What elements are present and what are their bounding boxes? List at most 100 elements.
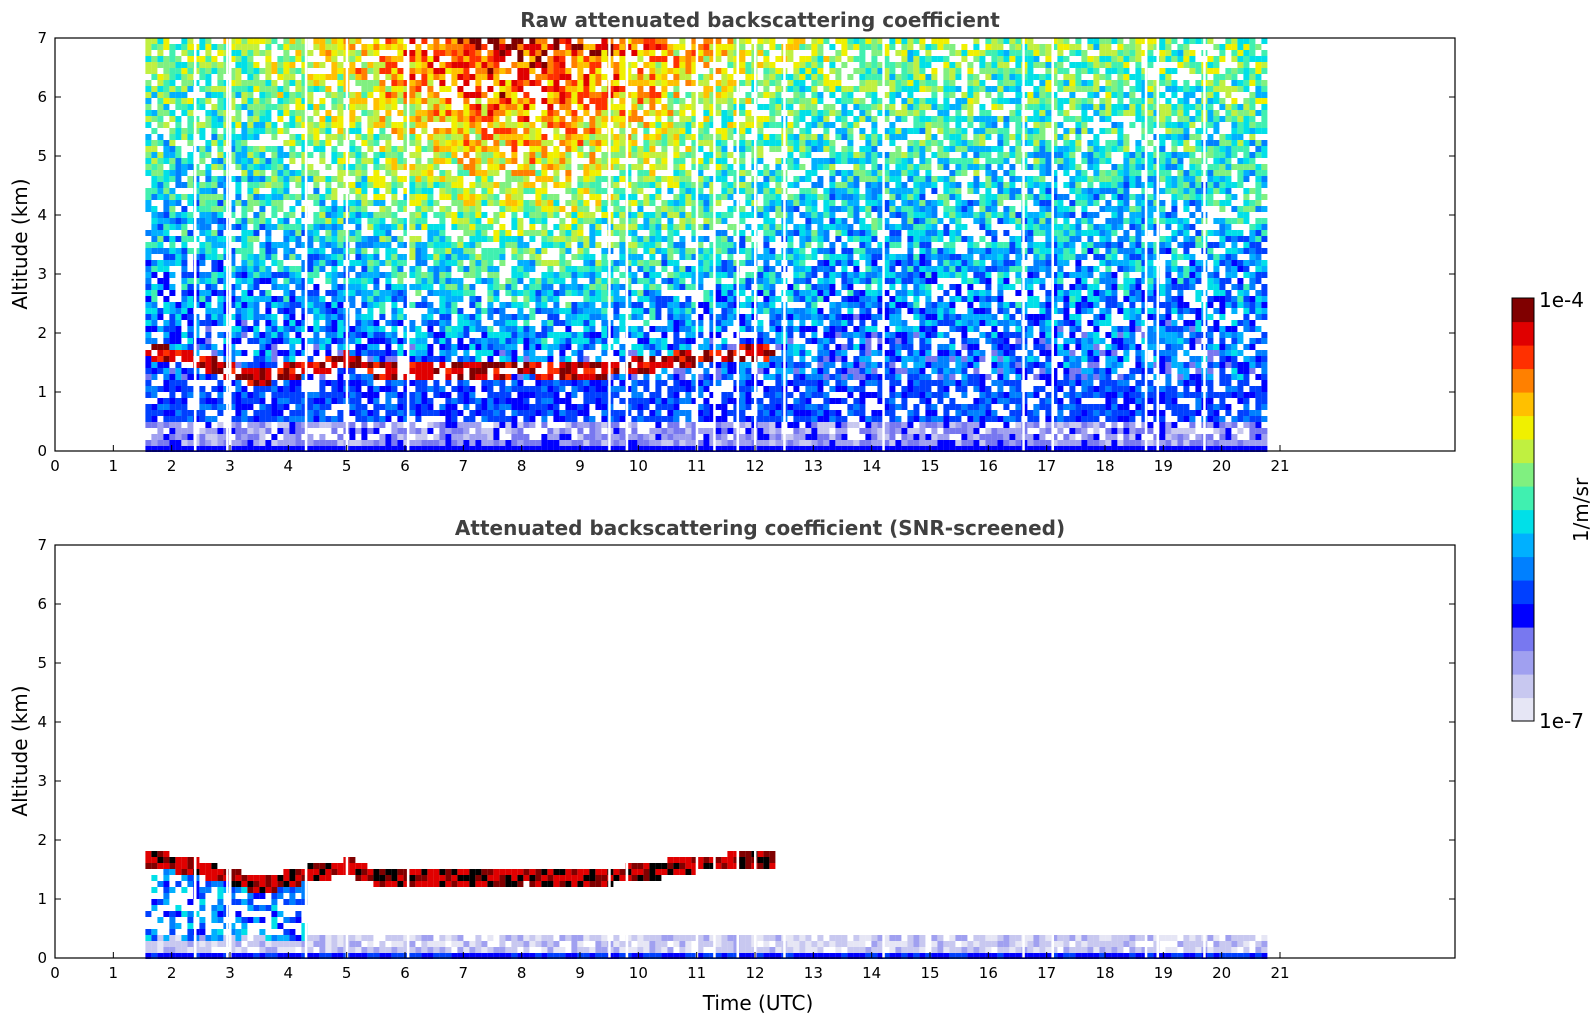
heatmap-cell <box>151 236 158 242</box>
heatmap-cell <box>451 44 458 50</box>
heatmap-cell <box>379 98 386 104</box>
heatmap-cell <box>415 86 422 92</box>
heatmap-cell <box>211 116 218 122</box>
heatmap-cell <box>163 86 170 92</box>
heatmap-cell <box>391 440 398 446</box>
heatmap-cell <box>229 38 236 44</box>
heatmap-cell <box>397 122 404 128</box>
heatmap-cell <box>397 98 404 104</box>
heatmap-cell <box>469 254 476 260</box>
heatmap-cell <box>277 326 284 332</box>
heatmap-cell <box>445 392 452 398</box>
heatmap-cell <box>277 44 284 50</box>
heatmap-cell <box>385 152 392 158</box>
heatmap-cell <box>535 404 542 410</box>
heatmap-cell <box>553 80 560 86</box>
heatmap-cell <box>529 284 536 290</box>
heatmap-cell <box>445 374 452 380</box>
heatmap-cell <box>523 440 530 446</box>
heatmap-cell <box>157 38 164 44</box>
heatmap-cell <box>565 74 572 80</box>
heatmap-cell <box>259 296 266 302</box>
heatmap-cell <box>547 206 554 212</box>
heatmap-cell <box>211 290 218 296</box>
heatmap-cell <box>457 206 464 212</box>
heatmap-cell <box>619 104 626 110</box>
heatmap-cell <box>613 242 620 248</box>
heatmap-cell <box>439 314 446 320</box>
heatmap-cell <box>349 284 356 290</box>
heatmap-cell <box>361 188 368 194</box>
heatmap-cell <box>439 140 446 146</box>
heatmap-cell <box>301 146 308 152</box>
heatmap-cell <box>595 62 602 68</box>
heatmap-cell <box>169 158 176 164</box>
heatmap-cell <box>673 98 680 104</box>
heatmap-cell <box>511 416 518 422</box>
heatmap-cell <box>283 44 290 50</box>
heatmap-cell <box>217 224 224 230</box>
heatmap-cell <box>505 446 512 452</box>
heatmap-cell <box>373 116 380 122</box>
heatmap-cell <box>217 446 224 452</box>
heatmap-cell <box>577 140 584 146</box>
heatmap-cell <box>217 50 224 56</box>
heatmap-cell <box>619 122 626 128</box>
heatmap-cell <box>535 188 542 194</box>
heatmap-cell <box>673 170 680 176</box>
heatmap-cell <box>649 266 656 272</box>
heatmap-cell <box>451 248 458 254</box>
heatmap-cell <box>241 428 248 434</box>
heatmap-cell <box>679 62 686 68</box>
heatmap-cell <box>619 440 626 446</box>
heatmap-cell <box>691 302 698 308</box>
heatmap-cell <box>295 416 302 422</box>
heatmap-cell <box>445 188 452 194</box>
heatmap-cell <box>685 416 692 422</box>
heatmap-cell <box>673 344 680 350</box>
heatmap-cell <box>307 98 314 104</box>
heatmap-cell <box>589 314 596 320</box>
heatmap-cell <box>691 68 698 74</box>
heatmap-cell <box>373 194 380 200</box>
heatmap-cell <box>427 308 434 314</box>
heatmap-cell <box>361 392 368 398</box>
heatmap-cell <box>685 134 692 140</box>
heatmap-cell <box>169 440 176 446</box>
heatmap-cell <box>613 224 620 230</box>
heatmap-cell <box>277 224 284 230</box>
heatmap-cell <box>169 218 176 224</box>
heatmap-cell <box>685 200 692 206</box>
heatmap-cell <box>253 440 260 446</box>
heatmap-cell <box>211 56 218 62</box>
heatmap-cell <box>625 314 632 320</box>
heatmap-cell <box>145 44 152 50</box>
heatmap-cell <box>655 260 662 266</box>
heatmap-cell <box>505 116 512 122</box>
heatmap-cell <box>169 416 176 422</box>
heatmap-cell <box>433 50 440 56</box>
heatmap-cell <box>277 416 284 422</box>
heatmap-cell <box>145 248 152 254</box>
heatmap-cell <box>487 152 494 158</box>
heatmap-cell <box>241 362 248 368</box>
heatmap-cell <box>613 134 620 140</box>
heatmap-cell <box>475 116 482 122</box>
heatmap-cell <box>355 326 362 332</box>
heatmap-cell <box>379 92 386 98</box>
heatmap-cell <box>631 242 638 248</box>
heatmap-cell <box>487 296 494 302</box>
heatmap-cell <box>301 92 308 98</box>
heatmap-cell <box>397 224 404 230</box>
heatmap-cell <box>541 188 548 194</box>
heatmap-cell <box>589 344 596 350</box>
heatmap-cell <box>211 254 218 260</box>
heatmap-cell <box>529 182 536 188</box>
heatmap-cell <box>307 236 314 242</box>
heatmap-cell <box>295 170 302 176</box>
heatmap-cell <box>517 278 524 284</box>
heatmap-cell <box>631 98 638 104</box>
heatmap-cell <box>175 116 182 122</box>
heatmap-cell <box>685 62 692 68</box>
heatmap-cell <box>571 236 578 242</box>
